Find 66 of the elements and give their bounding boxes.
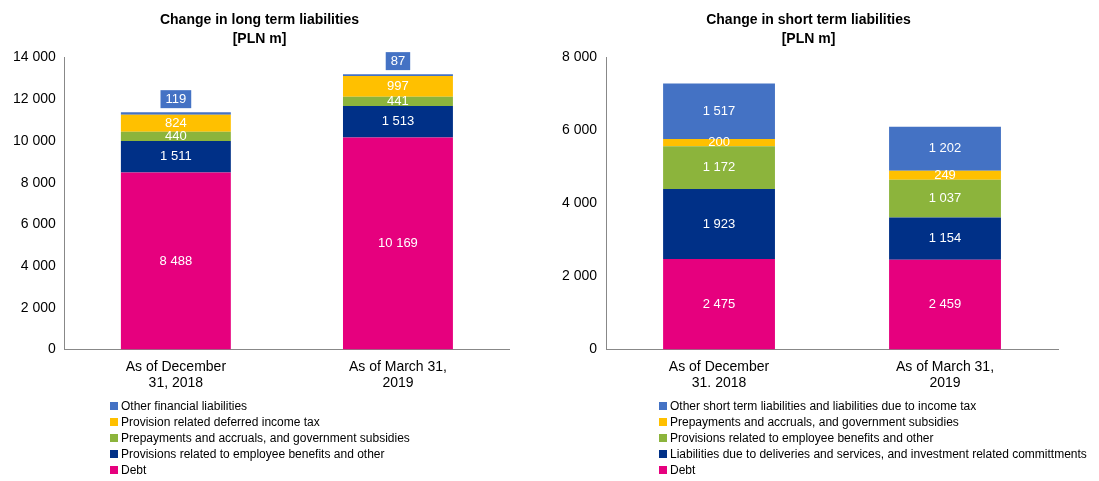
data-label: 441	[387, 92, 409, 108]
data-label: 2 459	[928, 296, 962, 312]
data-label: 1 513	[381, 113, 415, 129]
y-tick-label: 4 000	[561, 194, 598, 211]
bar	[889, 217, 1001, 260]
legend-label: Provisions related to employee benefits and other	[121, 446, 385, 462]
bar	[342, 75, 453, 97]
bar	[889, 259, 1001, 350]
bar	[120, 140, 231, 173]
y-tick-label: 2 000	[20, 298, 57, 315]
data-label: 1 154	[928, 230, 962, 246]
chart-subtitle: [PLN m]	[781, 30, 836, 47]
data-label: 200	[708, 134, 730, 150]
bar	[663, 259, 775, 350]
y-tick-label: 10 000	[12, 131, 57, 148]
y-tick-label: 4 000	[20, 256, 57, 273]
x-tick-label: As of March 31, 2019	[895, 357, 995, 391]
data-label: 119	[165, 90, 187, 106]
x-tick-label: As of March 31, 2019	[348, 357, 447, 391]
bar	[342, 137, 453, 350]
legend-label: Prepayments and accruals, and government subsidies	[121, 430, 410, 446]
bar	[663, 146, 775, 189]
data-label: 440	[165, 127, 187, 143]
data-label: 1 202	[928, 140, 962, 156]
y-tick-label: 0	[48, 340, 57, 357]
legend-label: Debt	[121, 462, 147, 478]
data-label: 997	[387, 77, 409, 93]
bar	[120, 114, 231, 132]
bar	[889, 179, 1001, 218]
y-tick-label: 2 000	[561, 267, 598, 284]
bar	[342, 105, 453, 138]
data-label: 8 488	[159, 252, 193, 268]
legend-label: Debt	[670, 462, 696, 478]
data-label: 824	[165, 114, 187, 130]
data-label: 1 923	[702, 215, 736, 231]
legend-label: Prepayments and accruals, and government subsidies	[670, 414, 959, 430]
y-tick-label: 8 000	[20, 173, 57, 190]
y-tick-label: 12 000	[12, 90, 57, 107]
y-tick-label: 6 000	[561, 121, 598, 138]
y-tick-label: 14 000	[12, 48, 57, 65]
data-label: 249	[934, 166, 956, 182]
bar	[889, 126, 1001, 171]
y-tick-label: 8 000	[561, 48, 598, 65]
legend-label: Other short term liabilities and liabilities due to income tax	[670, 398, 977, 414]
data-label: 1 517	[702, 102, 736, 118]
chart-title: Change in short term liabilities	[706, 11, 912, 28]
legend-label: Liabilities due to deliveries and services, and investment related committments	[670, 446, 1087, 462]
y-tick-label: 0	[589, 340, 598, 357]
data-label: 10 169	[378, 235, 418, 250]
bar	[120, 172, 231, 350]
legend-label: Provisions related to employee benefits and other	[670, 430, 934, 446]
bar	[663, 83, 775, 139]
data-label: 2 475	[702, 295, 736, 311]
data-label: 1 037	[928, 190, 962, 206]
data-label: 1 172	[702, 159, 736, 175]
data-label: 87	[390, 52, 406, 68]
legend-label: Provision related deferred income tax	[121, 414, 320, 430]
data-label: 1 511	[160, 148, 192, 164]
chart-title: Change in long term liabilities	[159, 11, 360, 28]
x-tick-label: As of December 31. 2018	[668, 357, 770, 391]
bar	[120, 112, 231, 115]
x-tick-label: As of December 31, 2018	[125, 357, 227, 391]
bar	[663, 188, 775, 260]
legend-label: Other financial liabilities	[121, 398, 248, 414]
chart-subtitle: [PLN m]	[232, 30, 287, 47]
y-tick-label: 6 000	[20, 215, 57, 232]
